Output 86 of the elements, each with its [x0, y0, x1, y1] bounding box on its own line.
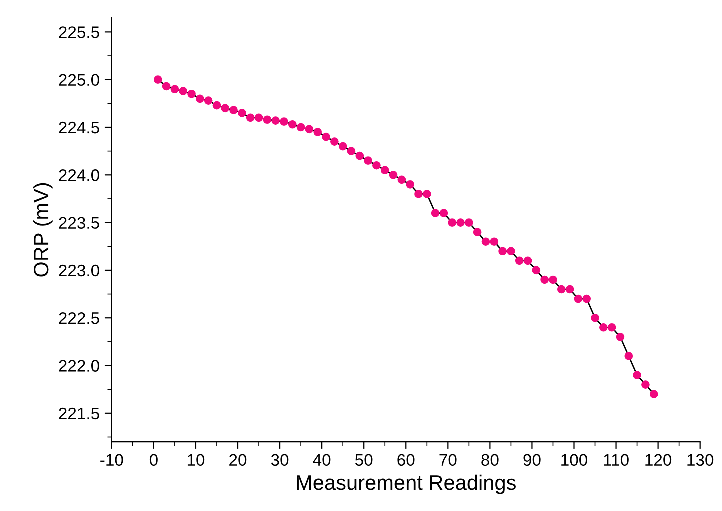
point	[524, 256, 532, 266]
point	[414, 190, 423, 198]
point	[238, 109, 246, 118]
point	[440, 209, 448, 218]
x-tick-label: 100	[562, 454, 588, 466]
point	[230, 106, 238, 115]
point	[212, 101, 222, 110]
point	[600, 323, 608, 332]
point	[179, 87, 188, 96]
point	[170, 85, 180, 94]
y-axis-title: ORP (mV)	[33, 183, 53, 277]
point	[364, 156, 372, 166]
point	[380, 166, 390, 175]
point	[557, 285, 566, 294]
y-tick-label: 224.0	[59, 170, 100, 182]
point	[490, 238, 499, 246]
point	[456, 218, 465, 227]
point	[591, 314, 600, 322]
x-tick-label: 120	[646, 454, 672, 466]
point	[314, 128, 322, 136]
point	[272, 116, 280, 125]
y-tick-label: 222.5	[59, 312, 100, 324]
point	[288, 120, 297, 129]
point	[540, 276, 549, 284]
point	[330, 138, 339, 146]
x-tick-label: 40	[313, 454, 331, 466]
y-tick-label: 221.5	[59, 408, 100, 420]
point	[347, 147, 356, 156]
point	[624, 352, 634, 360]
point	[162, 82, 171, 91]
point	[406, 180, 414, 189]
point	[431, 209, 440, 218]
point	[616, 333, 625, 342]
point	[532, 266, 541, 275]
point	[196, 94, 204, 104]
point	[398, 176, 406, 184]
x-tick-label: 20	[230, 454, 247, 466]
x-tick-label: 30	[271, 454, 289, 466]
point	[422, 190, 432, 198]
point	[204, 96, 213, 105]
point	[188, 90, 196, 98]
x-axis-title: Measurement Readings	[297, 474, 516, 494]
y-tick-label: 224.5	[59, 122, 100, 134]
y-tick-label: 223.5	[59, 217, 100, 230]
point	[372, 161, 381, 170]
point	[389, 170, 398, 180]
point	[465, 218, 474, 227]
point	[633, 371, 642, 380]
x-tick-label: 90	[524, 454, 541, 466]
point	[608, 323, 616, 332]
point	[296, 123, 306, 132]
y-tick-label: 222.0	[59, 360, 100, 372]
point	[322, 132, 330, 142]
point	[650, 390, 658, 399]
y-tick-label: 225.0	[59, 74, 100, 86]
point	[246, 114, 255, 122]
x-tick-label: 10	[188, 454, 205, 466]
point	[482, 238, 490, 246]
x-tick-label: 110	[604, 454, 629, 466]
point	[254, 114, 264, 122]
x-tick-label: 70	[440, 454, 457, 466]
y-tick-label: 225.5	[59, 26, 100, 38]
point	[305, 125, 314, 134]
x-tick-label: -10	[100, 454, 124, 466]
point	[515, 256, 524, 266]
point	[356, 152, 364, 160]
point	[574, 294, 583, 304]
x-tick-label: 0	[150, 454, 158, 466]
y-tick-label: 223.0	[59, 264, 100, 277]
point	[507, 247, 516, 256]
point	[338, 142, 348, 151]
point	[473, 228, 482, 236]
point	[221, 104, 230, 113]
x-tick-label: 60	[398, 454, 415, 466]
point	[154, 76, 162, 84]
point	[263, 116, 272, 124]
point	[280, 118, 288, 126]
point	[448, 218, 457, 227]
point	[549, 276, 558, 284]
point	[642, 380, 650, 389]
point	[566, 285, 574, 294]
point	[582, 294, 592, 304]
x-tick-label: 50	[355, 454, 373, 466]
x-tick-label: 130	[688, 454, 714, 466]
x-tick-label: 80	[482, 454, 499, 466]
point	[498, 247, 507, 256]
